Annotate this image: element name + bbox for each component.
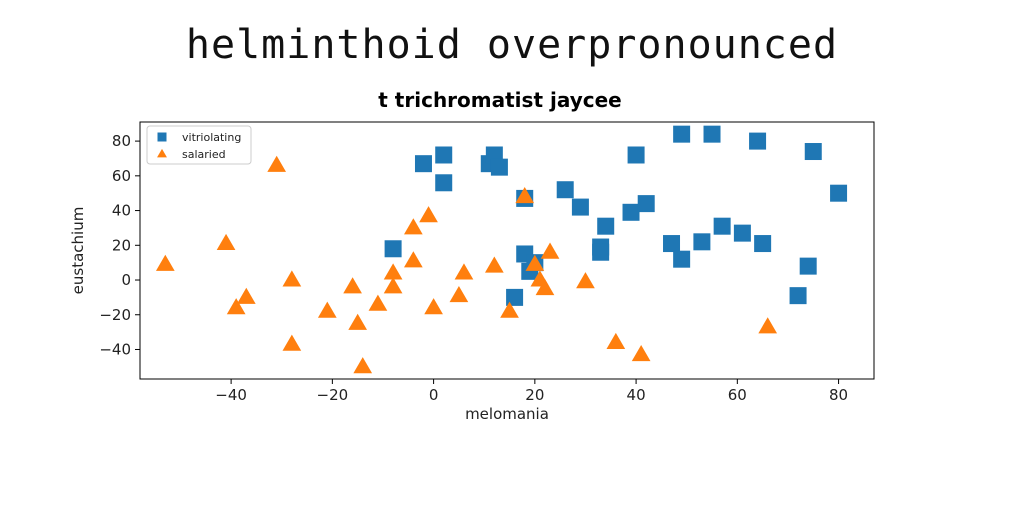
triangle-marker [282,334,302,351]
triangle-marker [267,155,287,172]
triangle-marker [424,298,443,315]
legend-entry: salaried [182,148,226,161]
legend-marker [157,148,167,158]
square-marker [435,146,453,164]
square-marker [637,195,655,213]
square-marker [799,257,817,275]
square-marker [597,217,615,235]
square-marker [490,158,508,176]
square-marker [627,146,645,164]
triangle-marker [282,270,302,287]
square-marker [673,125,691,143]
square-marker [733,224,751,242]
square-marker [693,233,711,251]
triangle-marker [631,344,651,362]
plot-frame [139,121,875,380]
legend-box [146,125,252,165]
square-marker [830,184,848,202]
square-marker [435,174,453,192]
triangle-marker [383,277,403,294]
square-marker [592,243,610,261]
triangle-marker [454,263,474,280]
triangle-marker [419,206,438,223]
series-salaried [155,155,778,374]
triangle-marker [404,251,423,268]
y-tick-label: 20 [112,236,131,254]
triangle-marker [236,287,256,304]
triangle-marker [317,301,337,318]
page-title: helminthoid overpronounced [185,22,839,68]
series-vitriolating [384,125,848,306]
square-marker [384,240,402,258]
y-tick-label: −40 [99,340,131,358]
y-tick-label: 80 [112,132,131,150]
y-axis-label: eustachium [69,207,87,295]
square-marker [414,155,432,173]
y-tick-label: −20 [99,306,131,324]
x-tick-label: 40 [627,386,646,404]
triangle-marker [515,186,535,204]
triangle-marker [343,277,362,294]
triangle-marker [383,263,403,280]
square-marker [754,235,772,253]
axis-ticks: −40 −20 0 20 40 60 80 −40 −20 0 20 40 60 80 [99,132,848,404]
square-marker [789,287,807,305]
data-points [155,125,848,374]
triangle-marker [226,298,246,315]
legend: vitriolating salaried [146,125,252,165]
legend-marker [157,132,167,142]
square-marker [571,198,589,216]
triangle-marker [500,301,519,318]
y-tick-label: 40 [112,202,131,220]
legend-entry: vitriolating [182,131,241,144]
square-marker [703,125,721,143]
x-tick-label: −20 [317,386,349,404]
x-tick-label: 0 [429,386,439,404]
triangle-marker [348,313,368,330]
triangle-marker [368,294,388,311]
y-tick-label: 60 [112,167,131,185]
triangle-marker [155,254,175,271]
square-marker [749,132,767,150]
y-tick-label: 0 [121,271,131,289]
x-axis-label: melomania [465,405,549,423]
square-marker [506,288,524,306]
chart-title: t trichromatist jaycee [378,88,622,112]
triangle-marker [535,279,555,296]
square-marker [804,143,822,161]
triangle-marker [404,218,423,235]
x-tick-label: 80 [829,386,848,404]
triangle-marker [540,242,560,259]
square-marker [663,235,681,253]
square-marker [713,217,731,235]
x-tick-label: −40 [215,386,247,404]
triangle-marker [525,254,545,271]
triangle-marker [484,256,504,273]
triangle-marker [216,233,236,251]
x-tick-label: 60 [728,386,747,404]
triangle-marker [606,332,626,349]
triangle-marker [758,317,778,334]
triangle-marker [353,357,373,374]
square-marker [673,250,691,268]
square-marker [622,203,640,221]
x-tick-label: 20 [525,386,544,404]
square-marker [556,181,574,199]
triangle-marker [576,272,595,289]
triangle-marker [449,285,469,303]
